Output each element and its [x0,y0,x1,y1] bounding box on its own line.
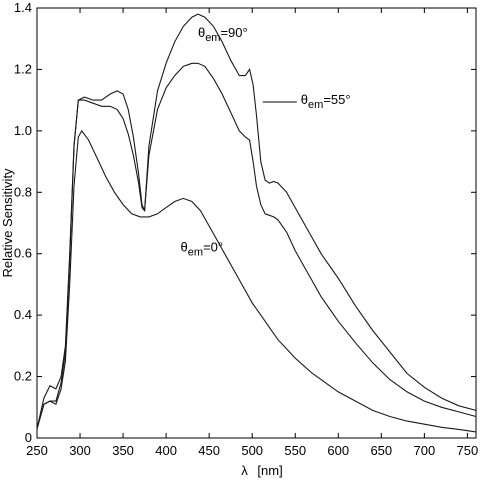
curves [36,13,477,433]
series-line [36,13,477,429]
y-tick-label: 1.4 [14,0,32,15]
series-line [36,62,477,429]
y-axis-label: Relative Sensitivity [0,168,15,278]
x-tick-label: 300 [69,443,91,458]
axis-ticks: 250 300 350 400 450 500 550 600 650 700 750 0 0.2 0.4… [14,0,478,458]
x-tick-label: 500 [241,443,263,458]
x-axis-symbol: λ [241,463,248,478]
x-tick-label: 750 [457,443,479,458]
x-axis-unit: [nm] [257,463,282,478]
x-tick-label: 450 [198,443,220,458]
y-tick-label: 0.8 [14,184,32,199]
y-tick-label: 1.0 [14,123,32,138]
curve-labels: θem=90° θem=55° θem=0° [181,25,351,258]
y-tick-label: 0.6 [14,246,32,261]
x-tick-label: 650 [370,443,392,458]
series-label: θem=90° [198,25,248,44]
y-tick-label: 0.4 [14,307,32,322]
x-axis-label: λ [nm] [241,463,282,478]
x-tick-label: 700 [414,443,436,458]
x-tick-label: 350 [112,443,134,458]
y-tick-label: 0.2 [14,369,32,384]
x-tick-label: 600 [327,443,349,458]
series-label: θem=55° [301,92,351,111]
x-tick-label: 250 [26,443,48,458]
x-tick-label: 400 [155,443,177,458]
x-tick-label: 550 [284,443,306,458]
y-tick-label: 0 [25,430,32,445]
plot-frame [36,7,477,439]
y-tick-label: 1.2 [14,61,32,76]
series-line [36,129,477,433]
series-label: θem=0° [181,240,224,259]
